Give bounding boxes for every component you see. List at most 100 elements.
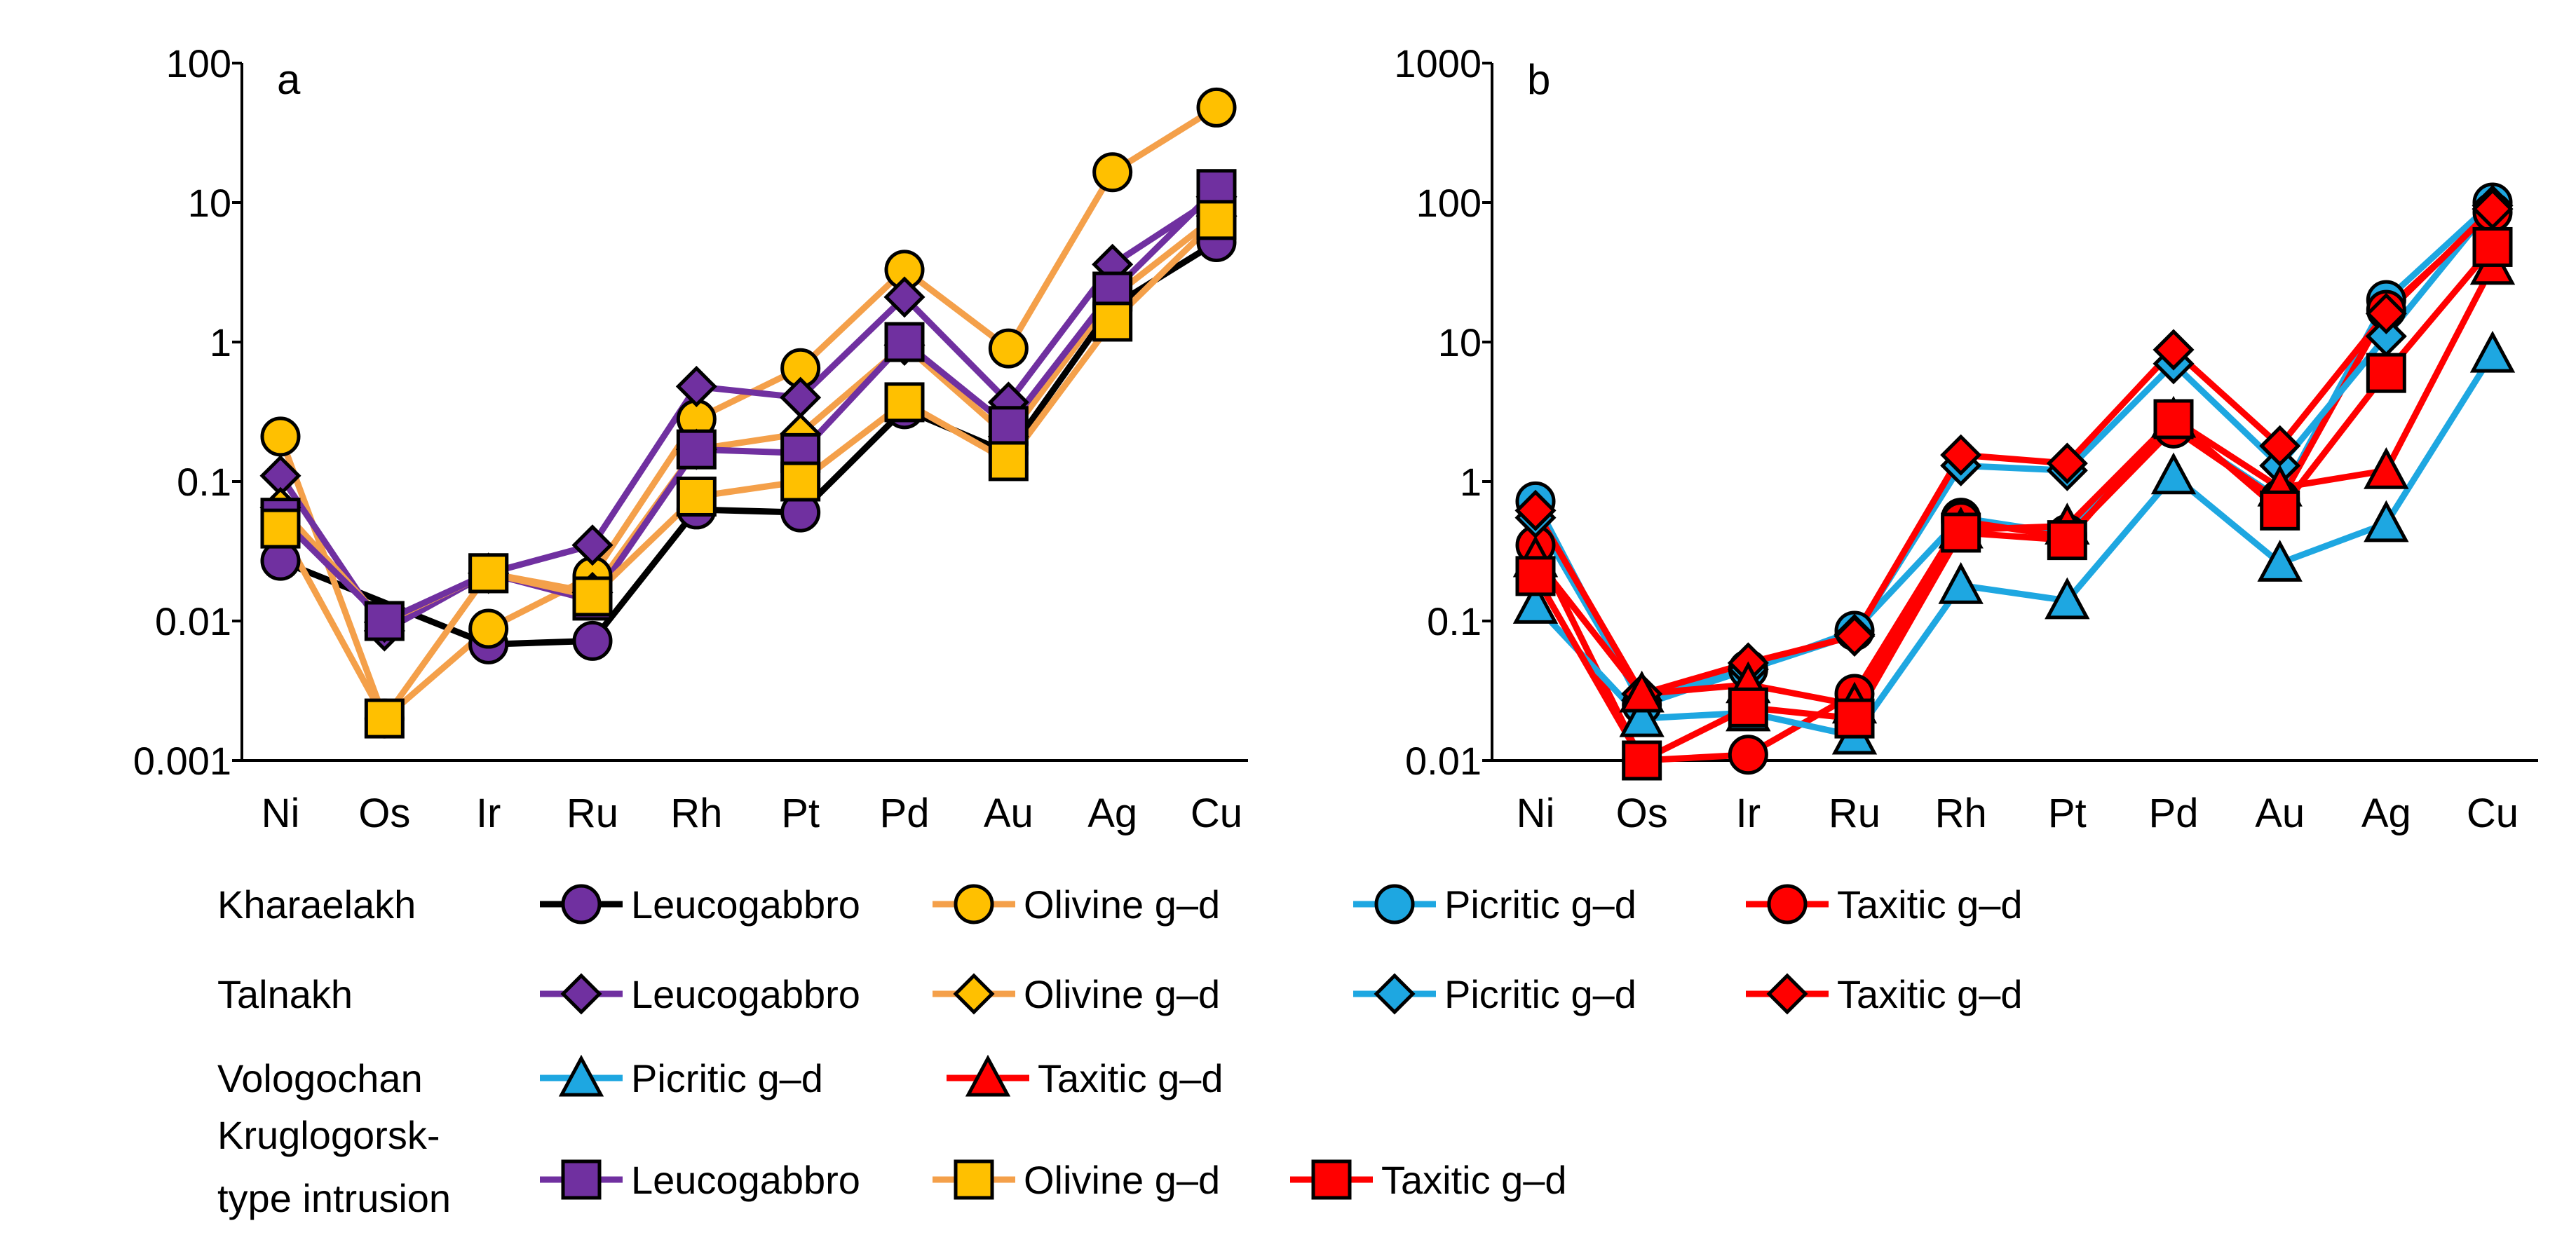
data-point — [2259, 425, 2301, 467]
data-point — [260, 416, 301, 457]
data-point — [572, 576, 613, 617]
data-point — [571, 524, 614, 566]
x-tick-label: Ir — [476, 791, 501, 836]
legend-entry-label: Olivine g–d — [1024, 882, 1220, 927]
series-line — [1533, 352, 2495, 739]
data-point — [1834, 698, 1875, 739]
data-point — [468, 608, 509, 649]
y-tick-label: 100 — [166, 41, 231, 86]
data-point — [1619, 670, 1665, 713]
series-line — [278, 217, 1219, 722]
legend-group-label: type intrusion — [217, 1176, 451, 1220]
legend-marker — [1374, 973, 1416, 1015]
x-tick-label: Ru — [1829, 791, 1880, 836]
data-point — [988, 328, 1029, 369]
y-tick-label: 0.001 — [133, 739, 231, 783]
x-tick-label: Ni — [262, 791, 300, 836]
data-point — [675, 365, 717, 407]
legend-marker — [954, 1159, 994, 1200]
legend-group-label: Vologochan — [217, 1056, 423, 1100]
x-tick-label: Au — [984, 791, 1033, 836]
data-point — [676, 429, 717, 470]
data-point — [1514, 489, 1557, 531]
panel-a-label: a — [277, 56, 301, 103]
y-tick-label: 0.1 — [1427, 599, 1482, 643]
y-tick-label: 0.1 — [177, 460, 231, 504]
data-point — [1622, 740, 1662, 781]
x-tick-label: Ir — [1736, 791, 1761, 836]
data-point — [1196, 87, 1237, 128]
x-tick-label: Cu — [2467, 791, 2519, 836]
data-point — [260, 508, 301, 549]
legend-group-label: Kharaelakh — [217, 882, 416, 927]
x-tick-label: Ru — [567, 791, 618, 836]
data-point — [2364, 446, 2409, 489]
data-point — [1092, 152, 1133, 193]
series-line — [277, 104, 1219, 722]
panel-a-chart: a 0.001 0.01 0.1 1 10 100 Ni Os Ir Ru Rh Pt Pd Au Ag Cu — [133, 41, 1248, 836]
x-tick-label: Os — [1616, 791, 1668, 836]
legend-marker — [1766, 973, 1808, 1015]
legend-entry-label: Taxitic g–d — [1038, 1056, 1223, 1100]
legend-marker — [558, 1054, 604, 1097]
x-tick-label: Pt — [781, 791, 820, 836]
data-point — [572, 620, 613, 661]
data-point — [2469, 330, 2516, 373]
data-point — [1940, 434, 1982, 476]
series-line — [278, 213, 1219, 626]
data-point — [468, 553, 509, 594]
data-point — [1728, 687, 1768, 728]
data-point — [2153, 399, 2194, 439]
series-line — [278, 186, 1219, 624]
y-tick-label: 1000 — [1394, 41, 1482, 86]
legend-entry-label: Taxitic g–d — [1837, 972, 2023, 1016]
data-point — [364, 601, 405, 641]
series-line — [1532, 210, 2495, 764]
data-point — [1512, 582, 1559, 624]
legend-marker — [953, 973, 995, 1015]
panel-b-label: b — [1527, 56, 1550, 103]
legend-group-label: Kruglogorsk- — [217, 1113, 440, 1157]
data-point — [883, 276, 926, 318]
legend-marker — [1311, 1159, 1352, 1200]
data-point — [1938, 561, 1984, 604]
legend-entry-label: Leucogabbro — [631, 1158, 860, 1202]
data-point — [2365, 292, 2407, 334]
data-point — [780, 461, 821, 502]
data-point — [1833, 615, 1876, 657]
legend-marker — [954, 884, 994, 924]
data-point — [2364, 500, 2409, 542]
y-tick-label: 0.01 — [1405, 739, 1482, 783]
series-line — [1533, 264, 2495, 709]
series-line — [1533, 245, 2495, 764]
data-point — [884, 322, 925, 362]
series-line — [1533, 206, 2495, 697]
series-line — [1533, 203, 2495, 704]
data-point — [676, 476, 717, 517]
data-point — [2150, 452, 2197, 495]
legend-marker — [1767, 884, 1808, 924]
legend-entry-label: Picritic g–d — [1444, 972, 1636, 1016]
data-point — [2153, 329, 2195, 371]
data-point — [2046, 442, 2088, 484]
x-tick-label: Rh — [1935, 791, 1987, 836]
data-point — [1515, 556, 1556, 596]
x-tick-label: Ag — [1087, 791, 1137, 836]
legend-entry-label: Taxitic g–d — [1381, 1158, 1567, 1202]
data-point — [2045, 577, 2090, 620]
legend-group-label: Talnakh — [217, 972, 353, 1016]
data-point — [2366, 353, 2406, 393]
x-tick-label: Rh — [670, 791, 722, 836]
legend-entry-label: Olivine g–d — [1024, 1158, 1220, 1202]
legend-marker — [561, 884, 602, 924]
legend-entry-label: Picritic g–d — [631, 1056, 823, 1100]
series-line — [278, 193, 1219, 634]
data-point — [2047, 520, 2087, 561]
data-point — [1092, 301, 1133, 342]
legend-entry-label: Leucogabbro — [631, 882, 860, 927]
legend-entry-label: Taxitic g–d — [1837, 882, 2023, 927]
legend-marker — [965, 1054, 1011, 1097]
x-tick-label: Pd — [880, 791, 930, 836]
data-point — [988, 441, 1029, 482]
